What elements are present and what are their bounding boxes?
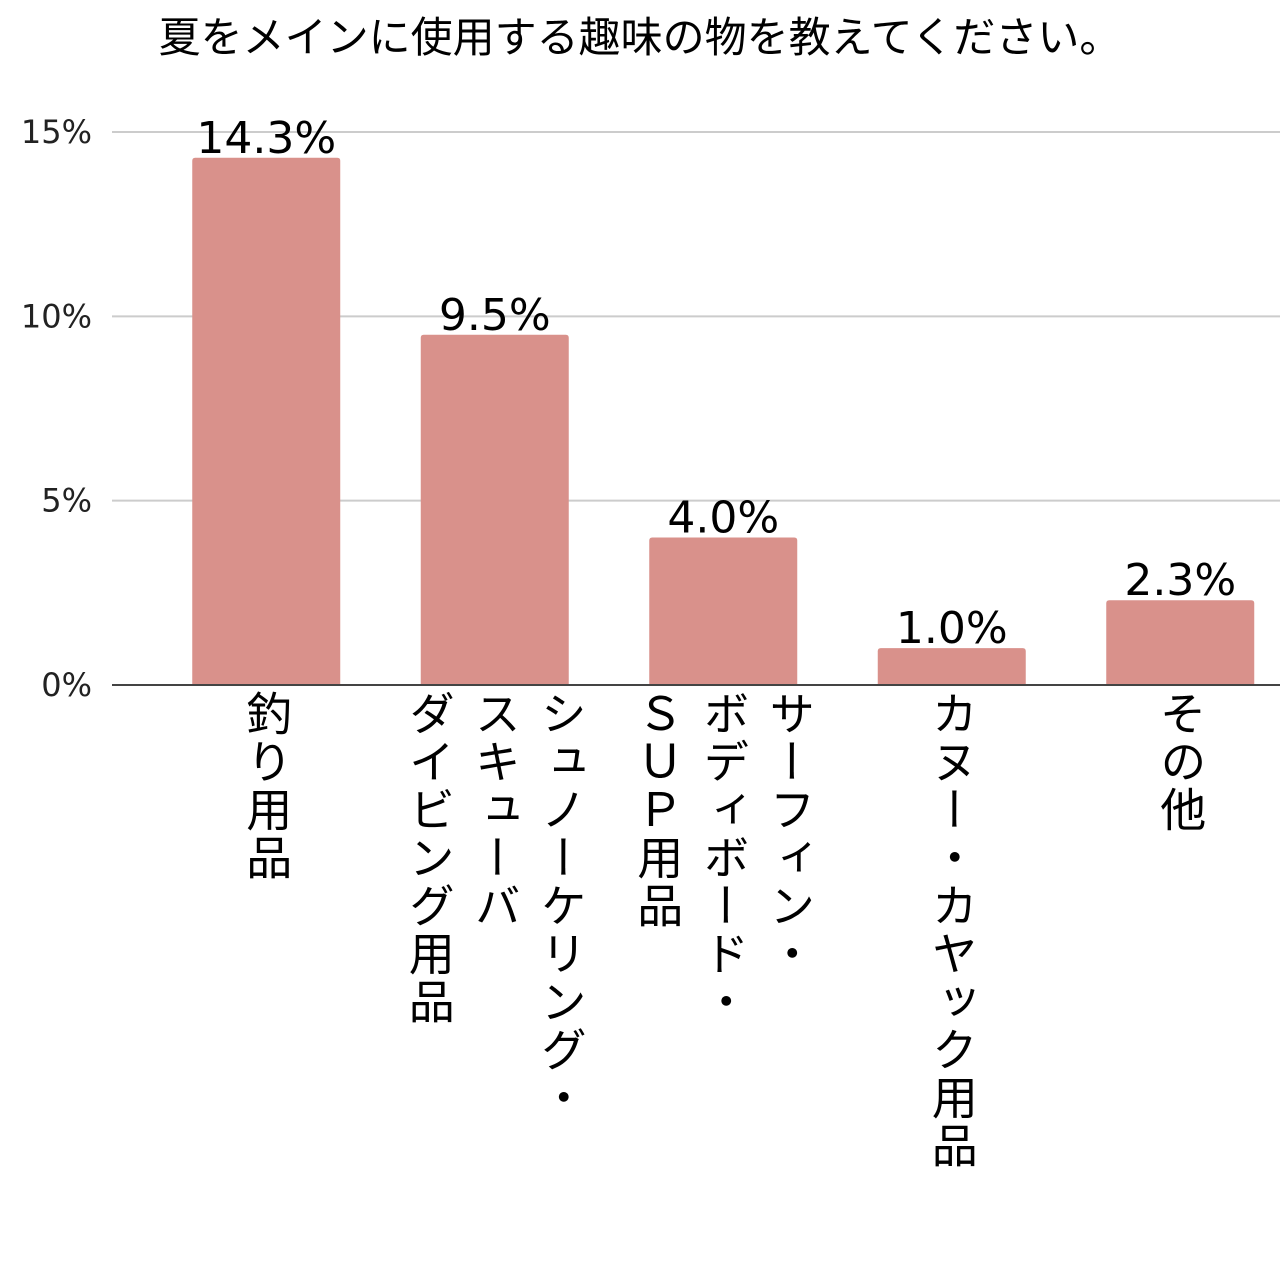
category-label: カヌー・カヤック用品: [924, 690, 979, 1170]
data-label: 9.5%: [439, 290, 551, 341]
category-label: サーフィン・ ボディボード・ ＳＵＰ用品: [630, 690, 817, 1026]
y-tick-label: 10%: [21, 297, 92, 335]
bar: [1106, 600, 1255, 685]
bar: [192, 157, 341, 686]
y-tick-label: 5%: [41, 482, 92, 520]
y-tick-label: 15%: [21, 113, 92, 151]
category-label: 釣り用品: [239, 690, 294, 882]
y-axis-ticks: 0% 5% 10% 15%: [21, 113, 92, 704]
data-labels: 14.3% 9.5% 4.0% 1.0% 2.3%: [196, 113, 1236, 654]
bars: [192, 157, 1255, 686]
bar: [877, 648, 1026, 685]
category-label: シュノーケリング・ スキューバ ダイビング用品: [401, 690, 588, 1122]
data-label: 14.3%: [196, 113, 336, 164]
bar: [649, 537, 798, 685]
y-tick-label: 0%: [41, 666, 92, 704]
chart-title: 夏をメインに使用する趣味の物を教えてください。: [158, 13, 1122, 62]
bar: [420, 334, 569, 685]
data-label: 2.3%: [1124, 555, 1236, 606]
data-label: 4.0%: [667, 493, 779, 544]
category-label: その他: [1153, 690, 1208, 834]
data-label: 1.0%: [896, 603, 1008, 654]
